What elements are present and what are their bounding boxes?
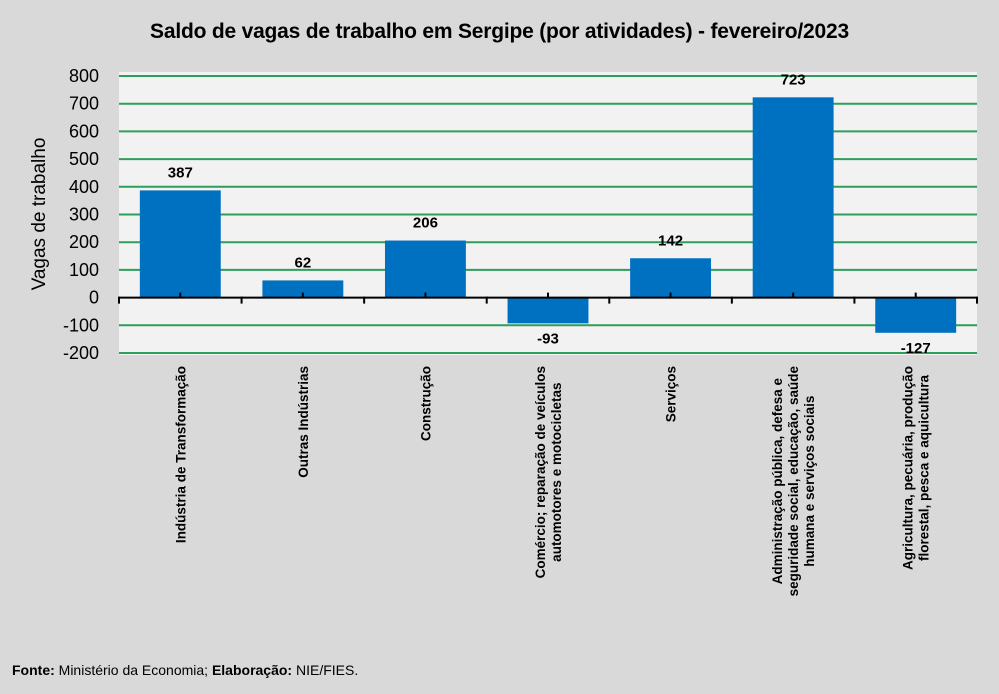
y-axis-ticks: 800 700 600 500 400 300 200 100 0 -100 -200 xyxy=(63,66,99,363)
elaboration-text: NIE/FIES. xyxy=(292,662,359,678)
y-tick-label: -100 xyxy=(63,315,99,335)
data-label: 142 xyxy=(658,232,683,249)
data-label: 387 xyxy=(168,164,193,181)
category-label-line: automotores e motocicletas xyxy=(549,383,564,562)
bar xyxy=(875,297,957,333)
y-tick-label: 800 xyxy=(69,66,99,86)
bar xyxy=(384,240,466,298)
category-label: Administração pública, defesa e seguridad… xyxy=(770,366,817,597)
category-label: Outras Indústrias xyxy=(296,366,311,478)
bar xyxy=(752,97,834,298)
gridlines xyxy=(119,75,977,354)
category-label: Serviços xyxy=(664,366,679,422)
category-label-line: Administração pública, defesa e xyxy=(770,378,785,585)
data-label: 723 xyxy=(781,71,806,88)
data-label: 206 xyxy=(413,215,438,232)
source-label: Fonte: xyxy=(12,662,55,678)
data-label: -127 xyxy=(901,340,931,357)
category-label-line: Indústria de Transformação xyxy=(173,366,188,543)
category-label-line: Outras Indústrias xyxy=(296,366,311,478)
y-tick-label: 200 xyxy=(69,232,99,252)
category-label: Construção xyxy=(418,366,433,441)
y-tick-label: 300 xyxy=(69,205,99,225)
category-label: Comércio; reparação de veículos automotor… xyxy=(533,366,564,578)
bar xyxy=(139,190,221,298)
y-tick-label: -200 xyxy=(63,343,99,363)
data-label: -93 xyxy=(537,330,559,347)
category-labels: Indústria de Transformação Outras Indústr… xyxy=(173,366,931,597)
y-tick-label: 100 xyxy=(69,260,99,280)
category-label-line: florestal, pesca e aquicultura xyxy=(917,375,932,562)
source-text: Ministério da Economia; xyxy=(54,662,212,678)
y-tick-label: 400 xyxy=(69,177,99,197)
category-label-line: Agricultura, pecuária, produção xyxy=(901,366,916,570)
x-axis xyxy=(118,292,978,304)
category-label-line: Serviços xyxy=(664,366,679,422)
category-label-line: Construção xyxy=(418,366,433,441)
chart-title: Saldo de vagas de trabalho em Sergipe (p… xyxy=(150,20,849,43)
bar xyxy=(630,258,712,298)
category-label: Indústria de Transformação xyxy=(173,366,188,543)
bars xyxy=(139,97,957,333)
bar xyxy=(262,280,344,298)
data-labels: 387 62 206 -93 142 723 -127 xyxy=(168,71,931,356)
footer-source: Fonte: Ministério da Economia; Elaboraçã… xyxy=(12,662,358,678)
category-label-line: Comércio; reparação de veículos xyxy=(533,366,548,578)
y-tick-label: 0 xyxy=(89,288,99,308)
y-tick-label: 500 xyxy=(69,149,99,169)
y-tick-label: 700 xyxy=(69,94,99,114)
category-label: Agricultura, pecuária, produção florestal… xyxy=(901,366,932,570)
y-tick-label: 600 xyxy=(69,121,99,141)
category-label-line: seguridade social, educação, saúde xyxy=(786,366,801,597)
elaboration-label: Elaboração: xyxy=(211,662,293,678)
category-label-line: humana e serviços sociais xyxy=(802,396,817,567)
bar xyxy=(507,297,589,324)
y-axis-label: Vagas de trabalho xyxy=(29,138,50,291)
data-label: 62 xyxy=(295,254,312,271)
